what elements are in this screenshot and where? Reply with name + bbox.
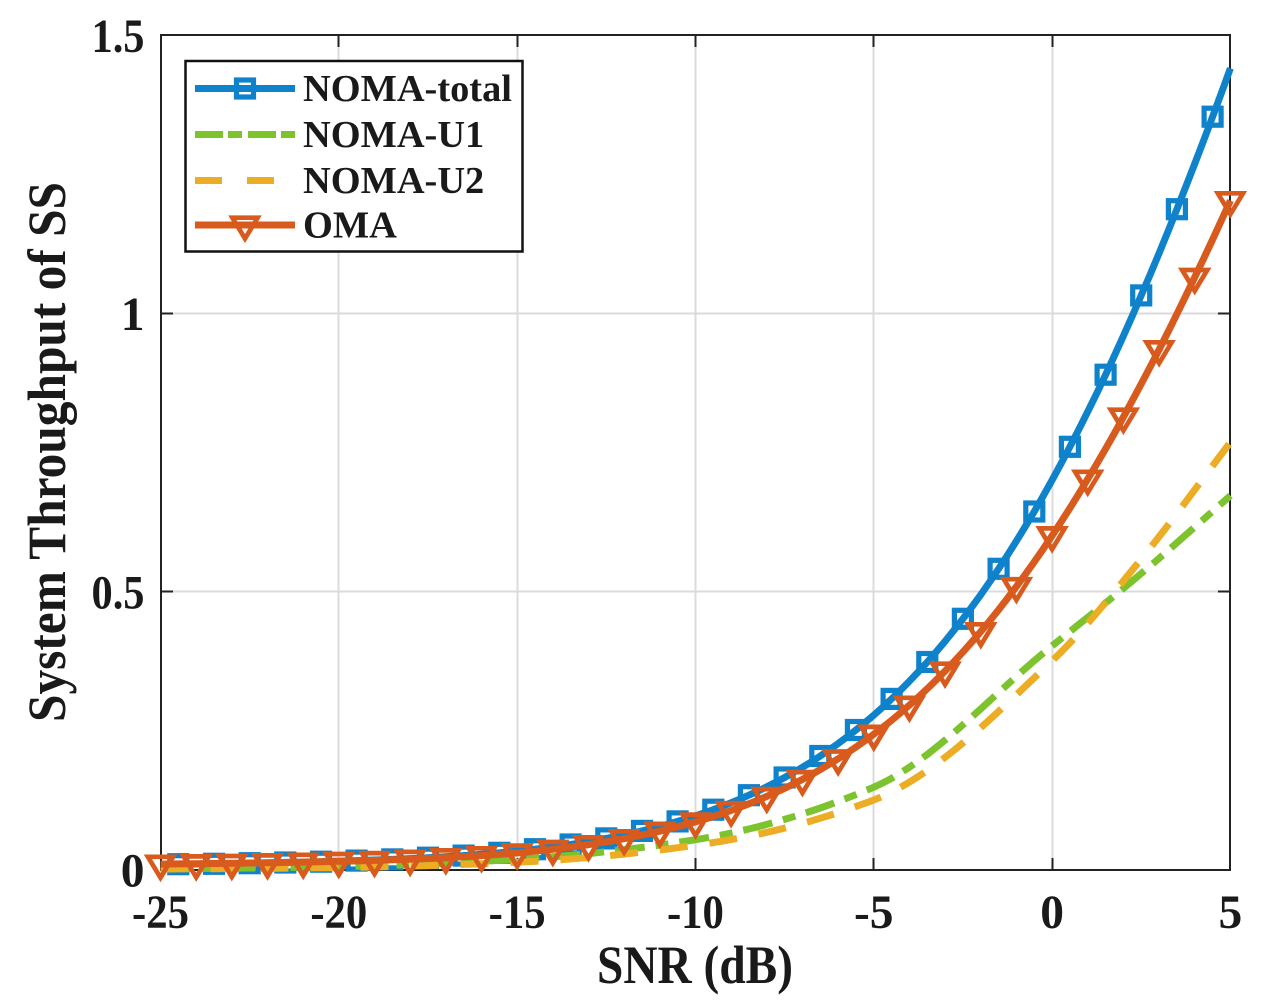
svg-text:1.5: 1.5 [92, 11, 145, 63]
svg-text:0.5: 0.5 [92, 567, 145, 619]
svg-text:-15: -15 [489, 887, 546, 939]
svg-text:OMA: OMA [303, 205, 397, 247]
svg-text:NOMA-U2: NOMA-U2 [303, 160, 484, 202]
svg-text:-25: -25 [132, 887, 189, 939]
svg-text:SNR (dB): SNR (dB) [597, 935, 793, 995]
svg-text:0: 0 [121, 846, 145, 898]
svg-text:-20: -20 [310, 887, 367, 939]
svg-text:NOMA-total: NOMA-total [303, 68, 512, 110]
svg-text:System Throughput of SS: System Throughput of SS [17, 182, 77, 722]
svg-text:1: 1 [121, 289, 145, 341]
svg-text:-5: -5 [854, 887, 894, 939]
svg-text:NOMA-U1: NOMA-U1 [303, 114, 484, 156]
svg-text:5: 5 [1219, 887, 1243, 939]
svg-text:-10: -10 [667, 887, 724, 939]
svg-text:0: 0 [1040, 887, 1064, 939]
